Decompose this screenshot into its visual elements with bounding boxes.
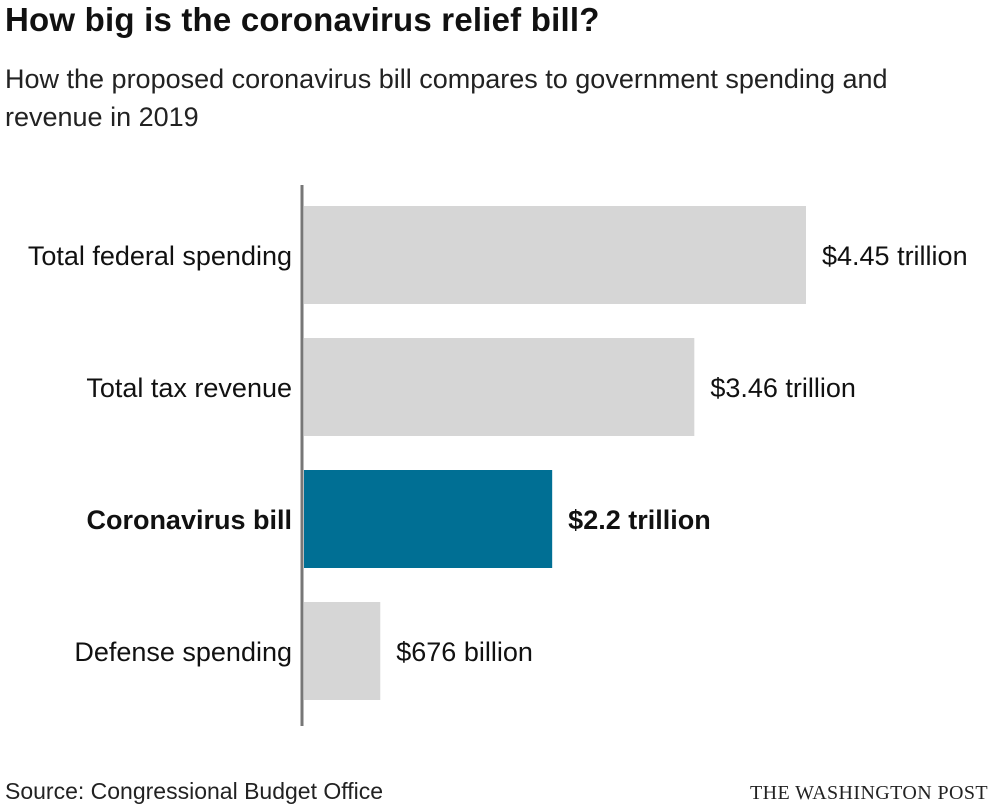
bar-total-federal-spending: [304, 206, 806, 304]
credit-line: THE WASHINGTON POST: [750, 782, 988, 804]
category-label: Total federal spending: [28, 241, 292, 271]
bar-coronavirus-bill: [304, 470, 553, 568]
chart-title: How big is the coronavirus relief bill?: [5, 1, 600, 38]
value-label: $3.46 trillion: [710, 373, 856, 403]
bar-defense-spending: [304, 602, 381, 700]
bar-total-tax-revenue: [304, 338, 695, 436]
value-label: $4.45 trillion: [822, 241, 968, 271]
value-label: $2.2 trillion: [568, 505, 711, 535]
category-label: Coronavirus bill: [86, 505, 292, 535]
category-label: Total tax revenue: [86, 373, 292, 403]
chart-subtitle: How the proposed coronavirus bill compar…: [5, 64, 888, 132]
category-label: Defense spending: [74, 637, 292, 667]
value-label: $676 billion: [396, 637, 533, 667]
bars-layer: [304, 206, 806, 700]
source-note: Source: Congressional Budget Office: [5, 778, 384, 804]
labels-layer: Total federal spending $4.45 trillion Tota…: [28, 241, 968, 667]
